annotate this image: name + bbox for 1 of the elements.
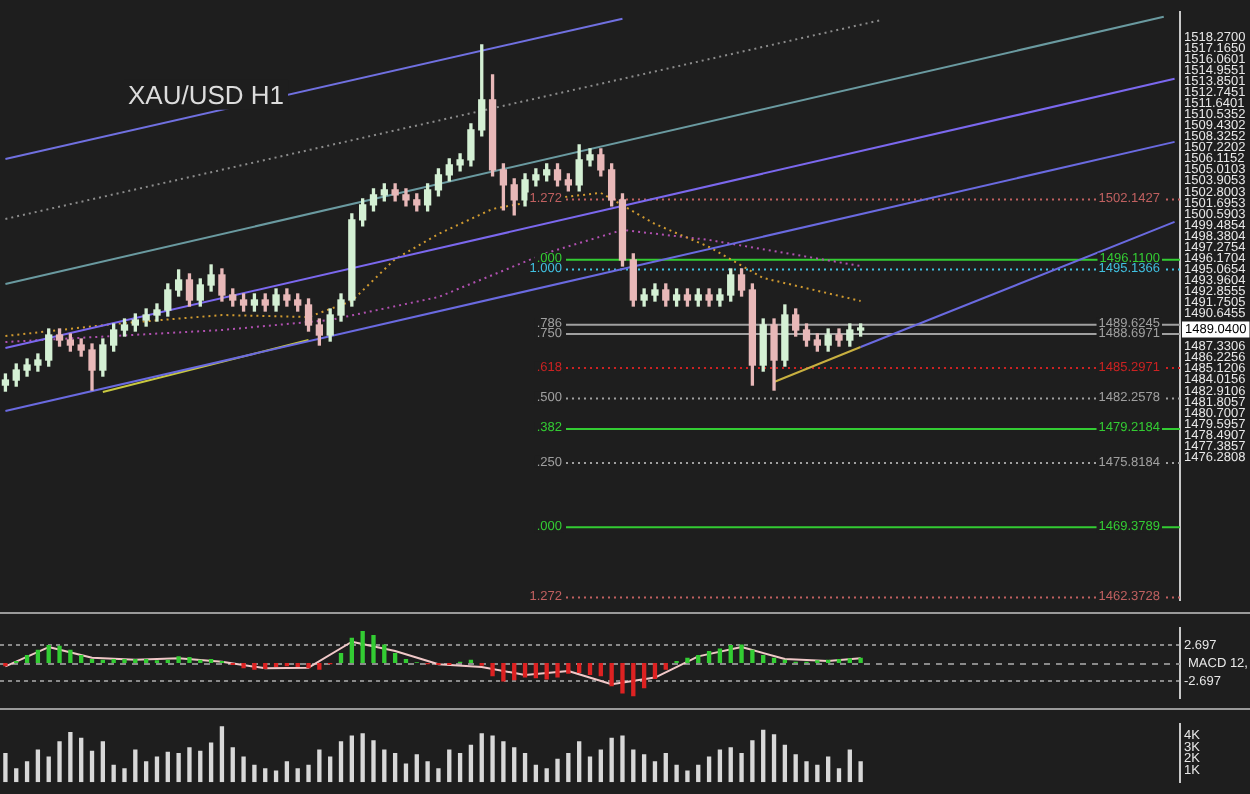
text: XAU/USD H1 — [128, 79, 285, 110]
